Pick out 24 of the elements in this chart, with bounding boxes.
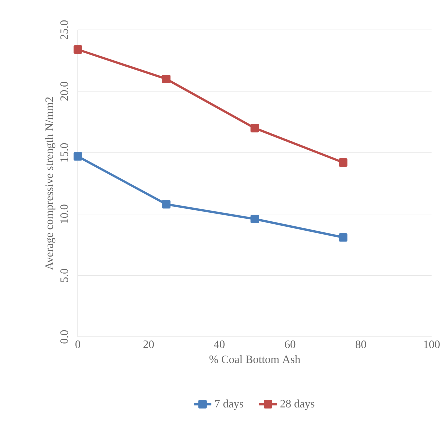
- point: [339, 233, 348, 242]
- point: [339, 158, 348, 167]
- x-tick-label: 40: [214, 340, 225, 348]
- y-tick-label: 25.0: [60, 20, 68, 40]
- x-axis-title: % Coal Bottom Ash: [210, 355, 301, 364]
- legend-label: 7 days: [215, 400, 244, 410]
- point: [74, 46, 82, 54]
- x-tick-label: 80: [356, 340, 366, 348]
- y-tick-label: 10.0: [60, 204, 68, 224]
- point: [162, 74, 171, 84]
- point: [74, 152, 82, 161]
- point: [250, 214, 260, 224]
- y-tick-label: 15.0: [60, 143, 68, 162]
- point: [250, 124, 260, 133]
- legend-label: 28 days: [280, 400, 315, 410]
- point: [162, 200, 171, 209]
- y-tick-label: 5.0: [60, 269, 68, 282]
- y-tick-label: 20.0: [60, 82, 68, 101]
- x-tick-label: 100: [424, 340, 440, 348]
- x-tick-label: 20: [144, 340, 154, 348]
- x-tick-label: 0: [76, 340, 80, 348]
- y-tick-label: 0.0: [60, 330, 68, 344]
- y-axis-title: Average compressive strength N/mm2: [45, 98, 56, 270]
- x-tick-label: 60: [285, 340, 296, 348]
